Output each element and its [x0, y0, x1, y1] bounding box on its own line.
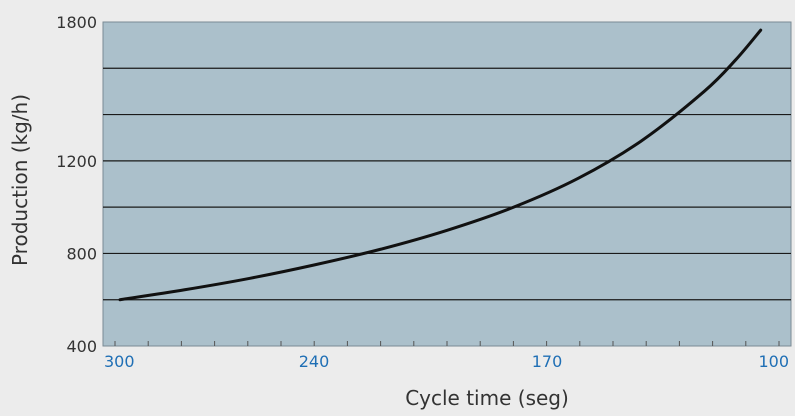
y-axis-label: Production (kg/h) [8, 94, 32, 266]
x-tick-labels: 300 240 170 100 [104, 352, 789, 371]
y-tick-label: 400 [66, 337, 97, 356]
y-tick-label: 1800 [56, 13, 97, 32]
y-tick-labels: 1800 1200 800 400 [56, 13, 97, 356]
series-line [118, 28, 763, 302]
x-tick-label: 170 [532, 352, 563, 371]
x-tick-label: 240 [299, 352, 330, 371]
y-tick-label: 1200 [56, 152, 97, 171]
x-tick-label: 300 [104, 352, 135, 371]
x-tick-label: 100 [758, 352, 789, 371]
y-tick-label: 800 [66, 244, 97, 263]
x-axis-label: Cycle time (seg) [405, 386, 569, 410]
x-minor-ticks [114, 341, 780, 346]
plot-area [102, 21, 792, 347]
gridlines [103, 67, 791, 301]
